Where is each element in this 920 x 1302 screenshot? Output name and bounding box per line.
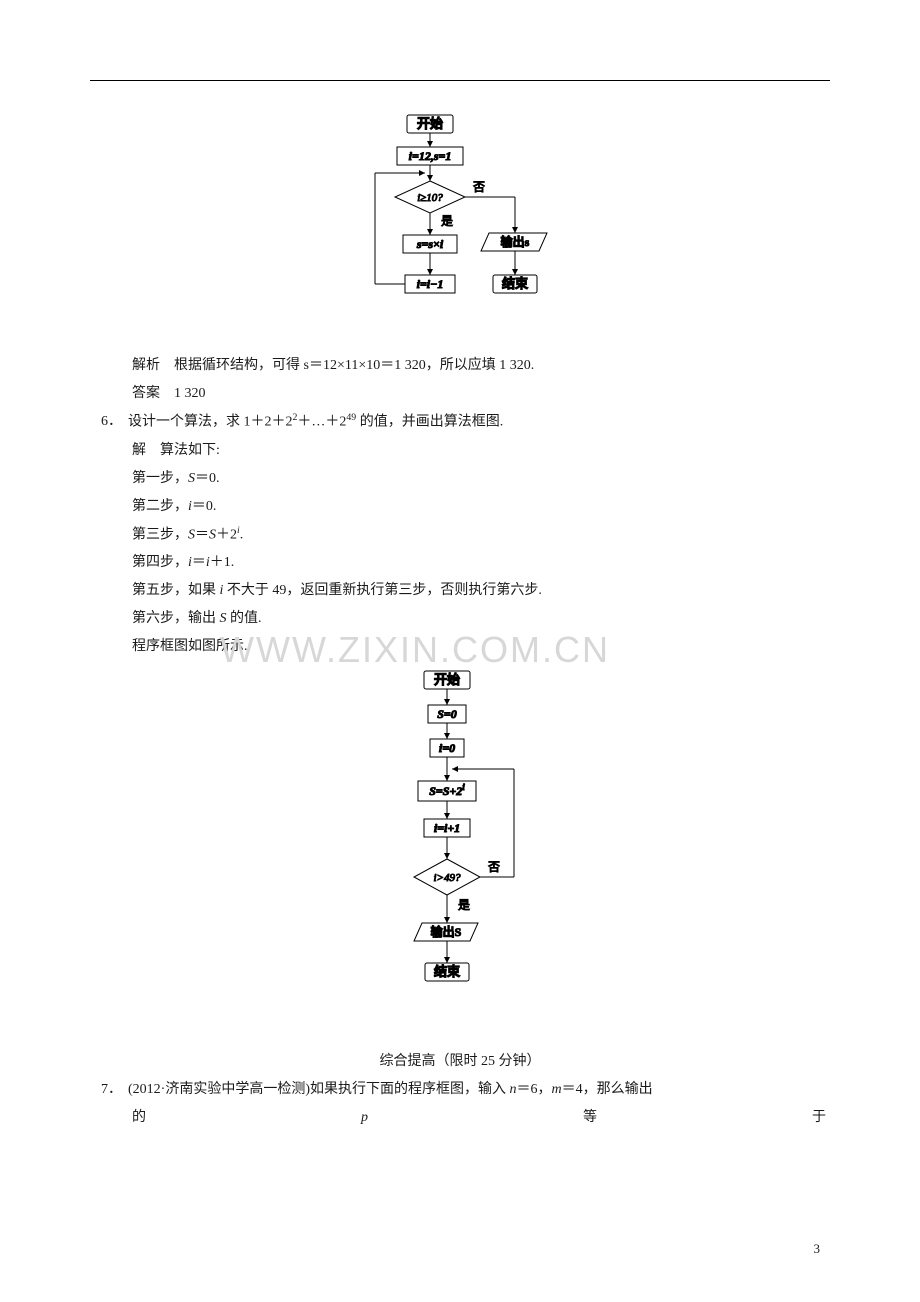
t: S	[188, 527, 195, 542]
q7: 7． (2012·济南实验中学高一检测)如果执行下面的程序框图，输入 n＝6，m…	[90, 1076, 830, 1104]
q6-s1: 第一步，S＝0.	[90, 465, 830, 493]
q6: 6． 设计一个算法，求 1＋2＋22＋…＋249 的值，并画出算法框图.	[90, 408, 830, 437]
q7-l2d: 于	[812, 1104, 826, 1132]
page: WWW.ZIXIN.COM.CN 开始 i=12,s=1 i≥10?	[0, 0, 920, 1302]
q6-s3: 第三步，S＝S＋2i.	[90, 521, 830, 550]
analysis-line: 解析 根据循环结构，可得 s＝12×11×10＝1 320，所以应填 1 320…	[90, 352, 830, 380]
top-rule	[90, 80, 830, 81]
flowchart-1: 开始 i=12,s=1 i≥10? 是 否 s=s×i	[90, 111, 830, 342]
answer-line: 答案 1 320	[90, 380, 830, 408]
q7-num: 7．	[90, 1076, 128, 1104]
t: .	[240, 527, 244, 542]
fc1-yes: 是	[441, 214, 453, 228]
q6-s4: 第四步，i＝i＋1.	[90, 549, 830, 577]
t: 不大于 49，返回重新执行第三步，否则执行第六步.	[223, 583, 542, 598]
q6-num: 6．	[90, 408, 128, 437]
q7-c: ＝6，	[517, 1082, 552, 1097]
q6-figcap: 程序框图如图所示.	[90, 633, 830, 661]
q6-stem-b: ＋…＋2	[297, 415, 346, 430]
fc2-s0: S=0	[437, 707, 457, 721]
answer-label: 答案	[132, 386, 160, 401]
flowchart-2: 开始 S=0 i=0 S=S+2i i=i+1 i>49? 是	[90, 667, 830, 1038]
q6-s2: 第二步，i＝0.	[90, 493, 830, 521]
q6-sup2: 49	[346, 412, 356, 423]
fc2-cond: i>49?	[434, 872, 461, 884]
analysis-text: 根据循环结构，可得 s＝12×11×10＝1 320，所以应填 1 320.	[160, 358, 534, 373]
t: ＝0.	[192, 499, 217, 514]
t: S	[209, 527, 216, 542]
q7-l2b: p	[361, 1104, 368, 1132]
t: 第三步，	[132, 527, 188, 542]
fc1-init: i=12,s=1	[409, 149, 452, 163]
q7-line2: 的 p 等 于	[90, 1104, 830, 1132]
fc2-yes: 是	[458, 898, 470, 912]
fc2-i0: i=0	[439, 741, 455, 755]
q6-s5: 第五步，如果 i 不大于 49，返回重新执行第三步，否则执行第六步.	[90, 577, 830, 605]
t: ＋1.	[210, 555, 235, 570]
t: ＝	[192, 555, 206, 570]
fc1-dec: i=i−1	[417, 277, 444, 291]
fc1-cond: i≥10?	[417, 192, 443, 204]
t: 第二步，	[132, 499, 188, 514]
section-title: 综合提高（限时 25 分钟）	[90, 1048, 830, 1076]
answer-text: 1 320	[160, 386, 206, 401]
fc1-out: 输出s	[501, 234, 530, 249]
q7-l2c: 等	[583, 1104, 597, 1132]
svg-text:S=S+2i: S=S+2i	[429, 782, 465, 798]
analysis-label: 解析	[132, 358, 160, 373]
q7-d: m	[552, 1082, 562, 1097]
q6-body: 设计一个算法，求 1＋2＋22＋…＋249 的值，并画出算法框图.	[128, 408, 830, 437]
t: S	[220, 611, 227, 626]
page-number: 3	[814, 1236, 821, 1262]
fc1-mul: s=s×i	[416, 237, 444, 251]
q6-stem-c: 的值，并画出算法框图.	[356, 415, 503, 430]
q7-a: (2012·济南实验中学高一检测)如果执行下面的程序框图，输入	[128, 1082, 510, 1097]
t: 第四步，	[132, 555, 188, 570]
t: 的值.	[227, 611, 262, 626]
t: 第五步，如果	[132, 583, 220, 598]
q7-body: (2012·济南实验中学高一检测)如果执行下面的程序框图，输入 n＝6，m＝4，…	[128, 1076, 830, 1104]
t: ＝0.	[195, 471, 220, 486]
fc2-start: 开始	[434, 672, 460, 687]
fc1-start: 开始	[417, 116, 443, 131]
q7-e: ＝4，那么输出	[562, 1082, 653, 1097]
t: 第六步，输出	[132, 611, 220, 626]
t: S	[188, 471, 195, 486]
fc2-no: 否	[488, 860, 500, 874]
fc2-end: 结束	[434, 964, 461, 979]
fc1-no: 否	[473, 180, 485, 194]
q6-sol-label: 解 算法如下:	[90, 437, 830, 465]
q6-s6: 第六步，输出 S 的值.	[90, 605, 830, 633]
q7-b: n	[510, 1082, 517, 1097]
q7-l2a: 的	[132, 1104, 146, 1132]
fc2-add: S=S+2	[429, 784, 462, 798]
t: 第一步，	[132, 471, 188, 486]
fc2-out: 输出S	[431, 924, 462, 939]
fc1-end: 结束	[502, 276, 529, 291]
q6-stem-a: 设计一个算法，求 1＋2＋2	[128, 415, 293, 430]
fc2-inc: i=i+1	[434, 821, 460, 835]
t: ＋2	[216, 527, 237, 542]
t: ＝	[195, 527, 209, 542]
